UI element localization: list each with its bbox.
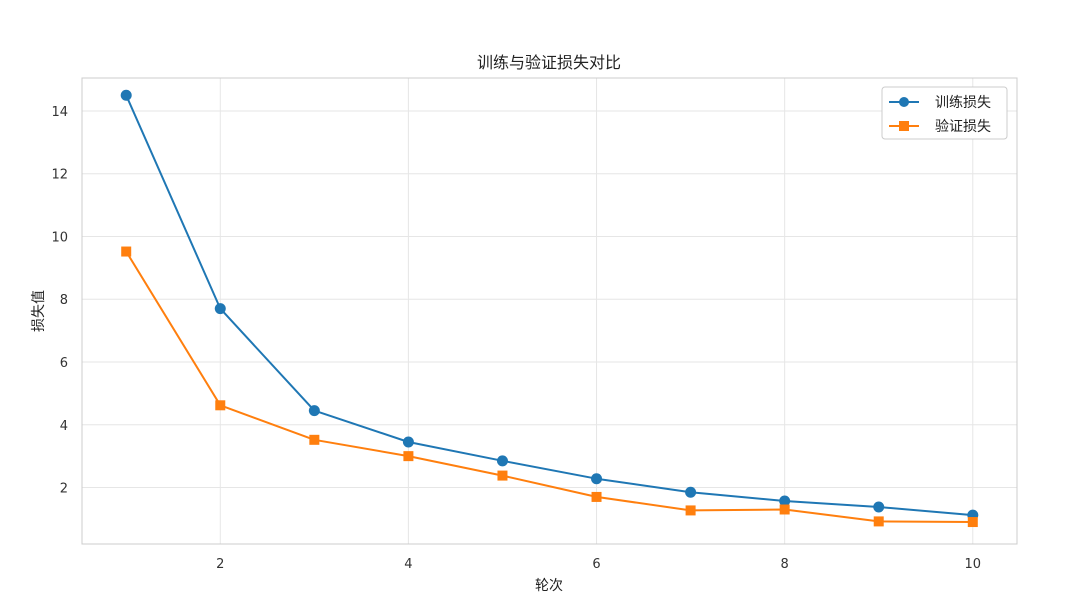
y-tick-label: 4 xyxy=(60,419,68,434)
x-axis-label: 轮次 xyxy=(535,578,563,594)
x-tick-label: 6 xyxy=(592,557,600,572)
data-point xyxy=(779,495,791,507)
data-point xyxy=(497,470,508,481)
data-point xyxy=(496,455,508,467)
data-point xyxy=(403,451,414,462)
y-tick-label: 8 xyxy=(60,293,68,308)
grid xyxy=(82,78,1017,544)
chart-title: 训练与验证损失对比 xyxy=(477,53,621,72)
data-point xyxy=(591,491,602,502)
y-tick-label: 10 xyxy=(51,230,68,245)
data-point xyxy=(214,303,226,315)
series-0 xyxy=(120,89,979,521)
data-point xyxy=(685,486,697,498)
data-point xyxy=(873,501,885,513)
legend-marker-train xyxy=(899,97,909,107)
y-axis-label: 损失值 xyxy=(31,290,47,332)
data-point xyxy=(967,517,978,528)
data-point xyxy=(215,400,226,411)
data-point xyxy=(308,405,320,417)
y-tick-label: 14 xyxy=(51,105,68,120)
data-point xyxy=(120,89,132,101)
data-point xyxy=(402,436,414,448)
x-tick-label: 4 xyxy=(404,557,412,572)
legend-label-val: 验证损失 xyxy=(935,119,991,135)
data-point xyxy=(685,505,696,516)
legend-label-train: 训练损失 xyxy=(935,95,991,111)
legend-marker-val xyxy=(899,121,909,131)
x-tick-label: 10 xyxy=(965,557,982,572)
y-tick-label: 6 xyxy=(60,356,68,371)
series-layer xyxy=(120,89,979,528)
data-point xyxy=(121,246,132,257)
series-line xyxy=(125,250,973,523)
series-line xyxy=(125,94,973,517)
y-tick-label: 12 xyxy=(51,168,68,183)
data-point xyxy=(309,434,320,445)
plot-frame xyxy=(81,77,1018,545)
x-tick-label: 8 xyxy=(781,557,789,572)
x-tick-label: 2 xyxy=(216,557,224,572)
data-point xyxy=(873,516,884,527)
data-point xyxy=(591,473,603,485)
y-tick-label: 2 xyxy=(60,482,68,497)
legend: 训练损失 验证损失 xyxy=(881,86,1008,140)
data-point xyxy=(779,504,790,515)
axis-ticks: 2 4 6 8 10 2 4 6 8 10 12 14 xyxy=(51,105,981,572)
series-1 xyxy=(121,246,978,528)
